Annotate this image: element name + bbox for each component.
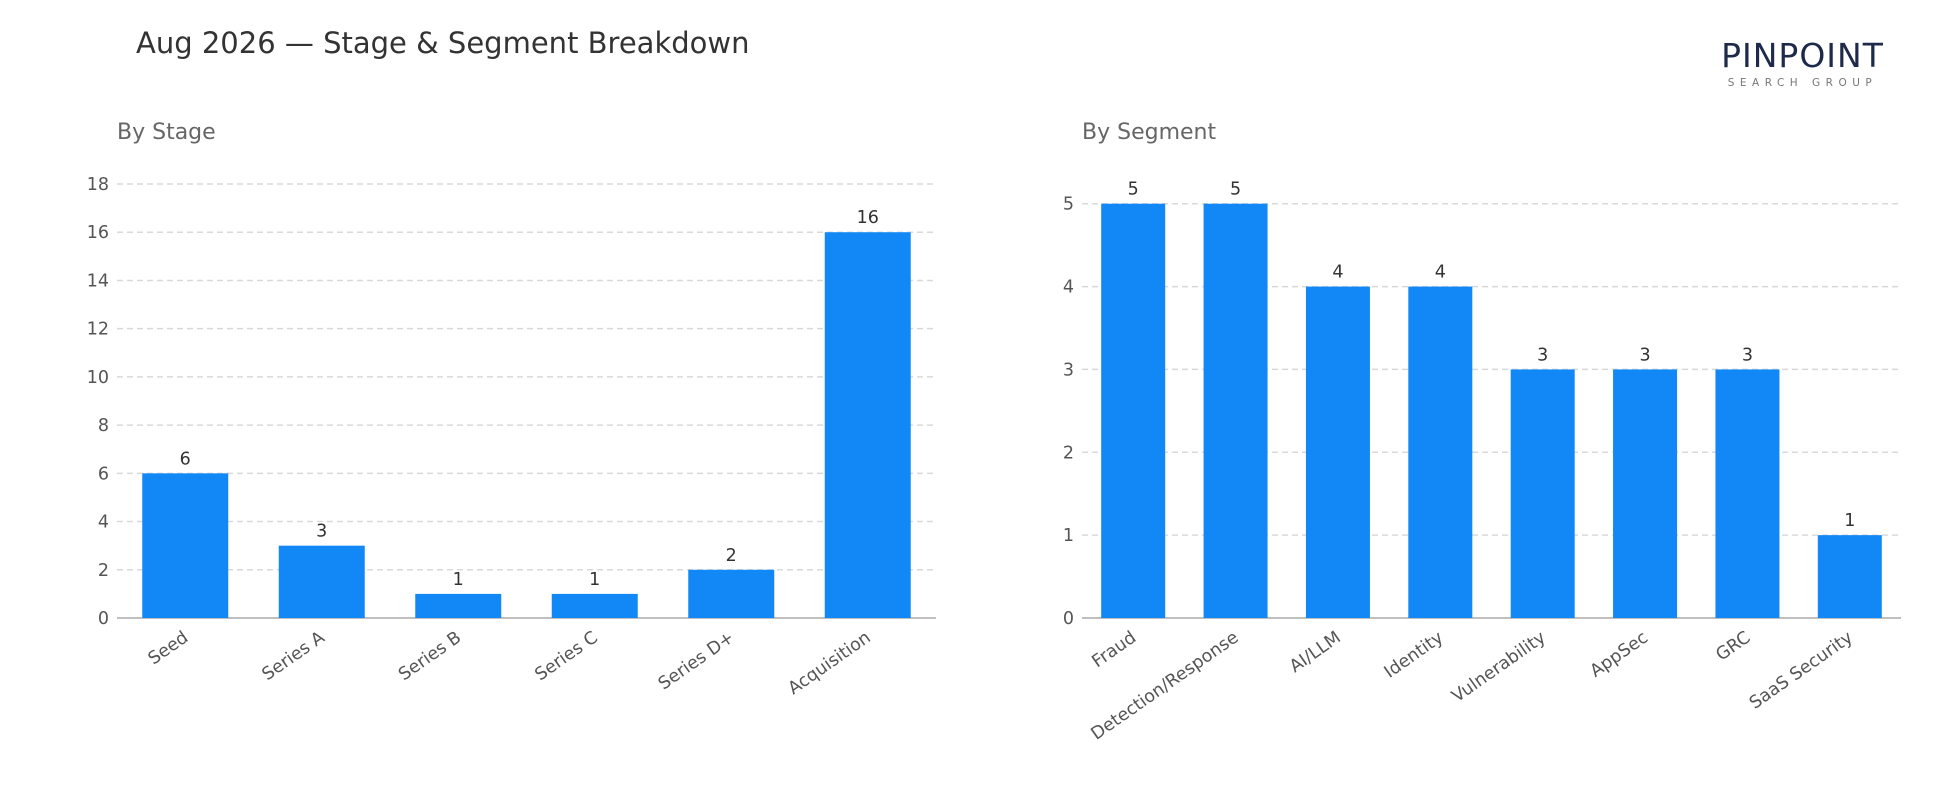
stage-y-tick-label: 6 — [98, 464, 109, 484]
stage-value-label: 1 — [453, 570, 464, 590]
segment-y-tick-label: 5 — [1063, 195, 1074, 215]
segment-bar — [1817, 535, 1882, 618]
logo-wordmark: PINPOINT — [1721, 36, 1884, 75]
segment-x-tick-label: GRC — [1712, 628, 1754, 666]
segment-bar — [1715, 369, 1780, 618]
stage-value-label: 1 — [589, 570, 600, 590]
segment-bar — [1613, 369, 1678, 618]
stage-y-tick-label: 10 — [87, 368, 109, 388]
stage-bar — [415, 593, 502, 618]
segment-y-tick-label: 3 — [1063, 360, 1074, 380]
segment-bar — [1203, 203, 1268, 618]
stage-bar — [551, 593, 638, 618]
segment-value-label: 3 — [1537, 345, 1548, 365]
segment-x-tick-label: AI/LLM — [1286, 628, 1345, 677]
segment-y-tick-label: 1 — [1063, 526, 1074, 546]
stage-y-tick-label: 4 — [98, 513, 109, 533]
stage-bar — [824, 232, 911, 618]
segment-x-tick-label: Identity — [1381, 628, 1447, 683]
segment-bar — [1305, 286, 1370, 618]
company-logo: PINPOINT SEARCH GROUP — [1700, 36, 1905, 90]
segment-chart-title: By Segment — [1082, 120, 1217, 145]
stage-chart-title: By Stage — [117, 120, 216, 145]
stage-bar — [142, 473, 229, 618]
segment-value-label: 5 — [1128, 180, 1139, 200]
logo-tagline: SEARCH GROUP — [1727, 77, 1878, 89]
segment-y-tick-label: 2 — [1063, 443, 1074, 463]
stage-y-tick-label: 18 — [87, 175, 109, 195]
segment-x-tick-label: Fraud — [1089, 628, 1141, 672]
stage-value-label: 6 — [180, 449, 191, 469]
segment-value-label: 5 — [1230, 180, 1241, 200]
segment-value-label: 4 — [1332, 263, 1343, 283]
stage-bar — [688, 569, 775, 618]
stage-y-tick-label: 0 — [98, 609, 109, 629]
segment-bar — [1408, 286, 1473, 618]
stage-y-tick-label: 2 — [98, 561, 109, 581]
stage-bar — [278, 545, 365, 618]
stage-value-label: 2 — [726, 546, 737, 566]
segment-x-tick-label: AppSec — [1587, 628, 1652, 682]
page-title: Aug 2026 — Stage & Segment Breakdown — [136, 26, 750, 60]
segment-value-label: 4 — [1435, 263, 1446, 283]
stage-value-label: 16 — [857, 208, 879, 228]
stage-value-label: 3 — [316, 522, 327, 542]
segment-y-tick-label: 4 — [1063, 278, 1074, 298]
stage-y-tick-label: 14 — [87, 271, 109, 291]
segment-bar — [1101, 203, 1166, 618]
segment-bar — [1510, 369, 1575, 618]
segment-value-label: 3 — [1742, 345, 1753, 365]
stage-y-tick-label: 16 — [87, 223, 109, 243]
segment-value-label: 3 — [1639, 345, 1650, 365]
segment-x-tick-label: Vulnerability — [1448, 628, 1549, 707]
segment-x-tick-label: SaaS Security — [1746, 628, 1857, 714]
stage-y-tick-label: 12 — [87, 320, 109, 340]
segment-value-label: 1 — [1844, 511, 1855, 531]
segment-y-tick-label: 0 — [1063, 609, 1074, 629]
stage-y-tick-label: 8 — [98, 416, 109, 436]
